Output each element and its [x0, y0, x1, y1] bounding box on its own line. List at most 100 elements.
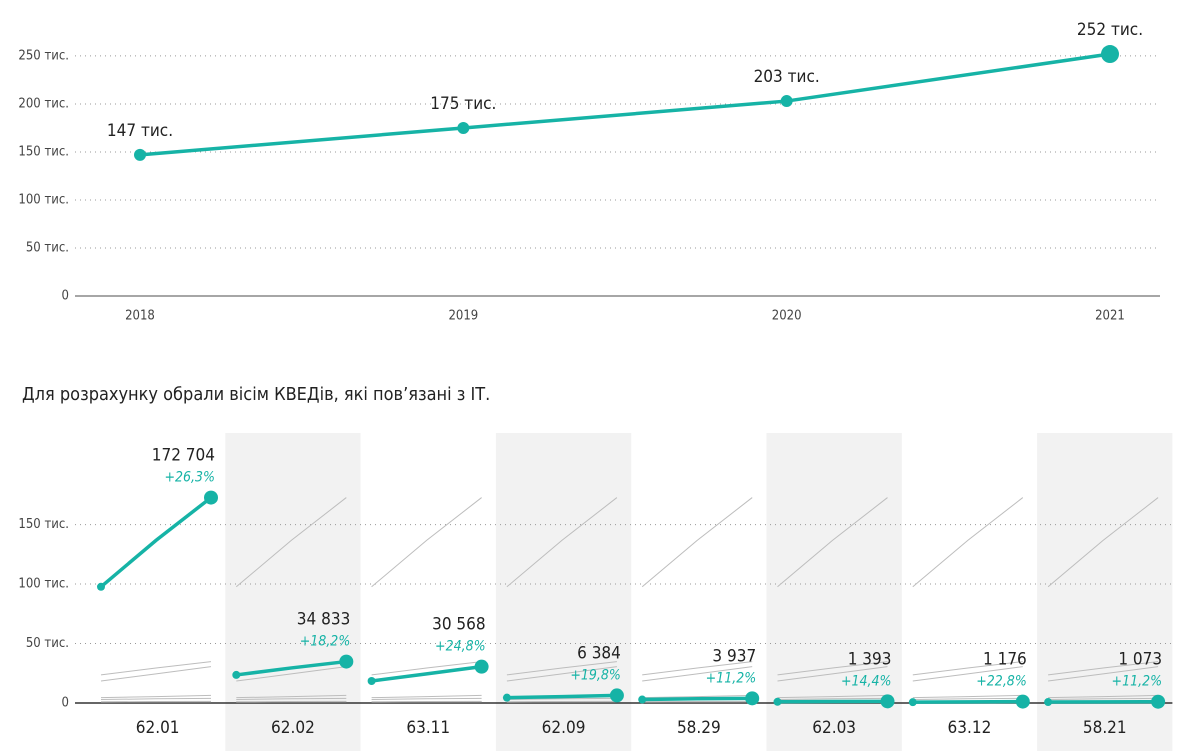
context-line [1048, 666, 1159, 682]
value-label: 34 833 [297, 610, 351, 630]
value-label: 252 тис. [1077, 20, 1143, 40]
context-line [236, 694, 347, 699]
context-line [912, 666, 1023, 682]
panel-label: 62.03 [812, 718, 856, 738]
context-line [100, 694, 212, 699]
panel-label: 62.02 [271, 718, 315, 738]
x-tick-label: 2020 [772, 309, 802, 324]
y-tick-label: 200 тис. [18, 96, 69, 111]
line [506, 693, 617, 700]
context-line [100, 697, 212, 701]
context-line [777, 497, 888, 588]
context-line [506, 661, 617, 676]
context-line [371, 694, 482, 699]
context-line [912, 661, 1023, 676]
value-label: 147 тис. [107, 121, 173, 141]
value-label: 30 568 [432, 615, 486, 635]
context-line [236, 697, 347, 701]
x-tick-label: 2021 [1095, 309, 1125, 324]
panel-label: 62.01 [136, 718, 180, 738]
y-tick-label: 0 [62, 696, 69, 711]
point [134, 148, 146, 161]
value-label: 203 тис. [754, 67, 820, 87]
line [642, 696, 753, 702]
change-label: +24,8% [435, 639, 486, 655]
value-label: 3 937 [712, 646, 756, 666]
point [457, 121, 470, 134]
context-line [641, 497, 753, 588]
point [1101, 45, 1119, 64]
context-line [100, 661, 212, 676]
context-line [642, 694, 753, 699]
context-line [1047, 497, 1159, 588]
point [773, 697, 782, 706]
y-tick-label: 150 тис. [18, 144, 69, 159]
value-label: 1 176 [983, 650, 1027, 670]
y-tick-label: 0 [62, 289, 69, 304]
point [232, 670, 241, 679]
change-label: +26,3% [164, 470, 215, 486]
point [638, 695, 647, 704]
context-line [371, 697, 482, 701]
point [502, 693, 511, 702]
context-line [100, 666, 212, 682]
context-line [371, 497, 482, 588]
y-tick-label: 50 тис. [26, 636, 69, 651]
point [908, 698, 917, 707]
context-line [236, 666, 347, 682]
point [1015, 694, 1030, 709]
context-line [912, 694, 1023, 699]
point [204, 490, 218, 505]
value-label: 172 704 [152, 446, 215, 466]
panel-label: 63.12 [948, 718, 992, 738]
change-label: +11,2% [706, 670, 757, 686]
context-line [777, 661, 888, 676]
context-line [777, 697, 888, 701]
point [745, 691, 760, 706]
value-label: 1 393 [848, 649, 892, 669]
change-label: +14,4% [841, 673, 892, 689]
context-line [1048, 661, 1159, 676]
point [474, 659, 489, 674]
point [97, 582, 105, 591]
point [780, 95, 793, 108]
context-line [912, 697, 1023, 701]
line [236, 659, 347, 677]
panel-label: 58.21 [1083, 718, 1127, 738]
context-line [777, 666, 888, 682]
context-line [912, 497, 1024, 588]
value-label: 175 тис. [430, 94, 496, 114]
point [339, 654, 354, 669]
point [1151, 694, 1166, 709]
change-label: +18,2% [300, 634, 351, 650]
change-label: +11,2% [1112, 674, 1163, 690]
y-tick-label: 150 тис. [18, 517, 69, 532]
context-line [371, 661, 482, 676]
x-tick-label: 2019 [448, 309, 478, 324]
panel-label: 63.11 [406, 718, 450, 738]
y-tick-label: 50 тис. [26, 240, 69, 255]
context-line [1048, 697, 1159, 701]
subtitle: Для розрахунку обрали вісім КВЕДів, які … [22, 384, 490, 405]
y-tick-label: 250 тис. [18, 48, 69, 63]
line [99, 496, 213, 589]
y-tick-label: 100 тис. [18, 577, 69, 592]
context-line [506, 666, 617, 682]
point [367, 676, 376, 685]
change-label: +19,8% [570, 667, 621, 683]
context-line [235, 497, 347, 588]
x-tick-label: 2018 [125, 309, 155, 324]
context-line [1048, 694, 1159, 699]
context-line [777, 694, 888, 699]
line [912, 699, 1023, 704]
point [1044, 698, 1053, 707]
y-tick-label: 100 тис. [18, 192, 69, 207]
panel-label: 62.09 [542, 718, 586, 738]
context-line [506, 497, 618, 588]
line [139, 52, 1111, 157]
change-label: +22,8% [976, 674, 1027, 690]
point [880, 694, 895, 709]
context-line [642, 661, 753, 676]
panel-label: 58.29 [677, 718, 721, 738]
point [609, 688, 624, 703]
